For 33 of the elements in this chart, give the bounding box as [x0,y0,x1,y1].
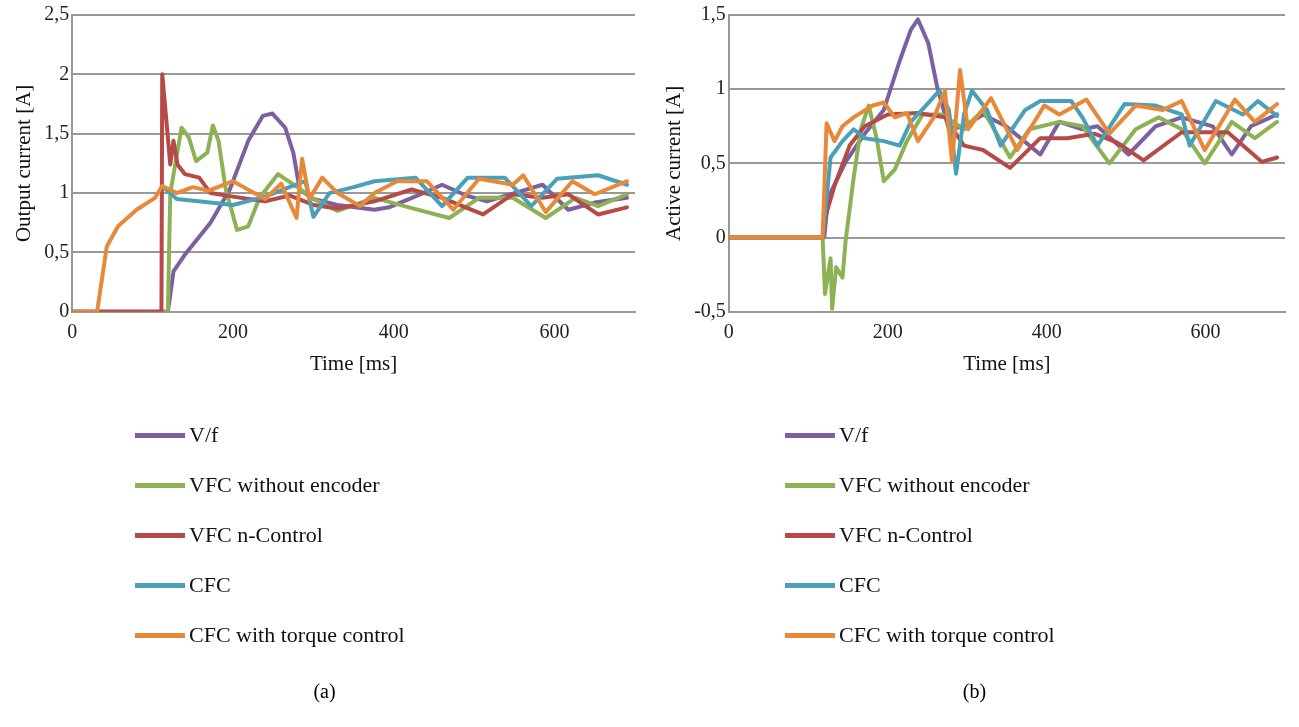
legend-label: VFC without encoder [839,472,1030,498]
legend-label: CFC [839,572,881,598]
x-tick-label: 600 [539,320,570,343]
x-tick-label: 200 [872,320,903,343]
legend-label: V/f [839,422,869,448]
text: (b) [961,680,988,703]
text: (a) [312,680,337,703]
x-tick-label: 600 [1190,320,1221,343]
x-tick-label: 400 [378,320,409,343]
y-tick-label: 1 [715,76,726,99]
y-axis-title: Output current [A] [11,84,36,243]
y-tick-label: 0,5 [44,239,70,262]
y-tick-label: 0 [59,299,70,322]
legend-label: CFC with torque control [839,622,1055,648]
y-tick-label: 1,5 [44,120,70,143]
y-tick-label: 1 [59,180,70,203]
legend-label: VFC without encoder [189,472,380,498]
x-axis-title: Time [ms] [309,350,398,375]
y-tick-label: 2,5 [44,2,70,25]
y-tick-label: 1,5 [700,2,726,25]
y-tick-label: 2 [59,61,70,84]
legend-label: VFC n-Control [189,522,323,548]
y-tick-label: 0,5 [700,150,726,173]
legend-label: CFC with torque control [189,622,405,648]
y-tick-label: 0 [715,224,726,247]
legend-label: VFC n-Control [839,522,973,548]
y-axis-title: Active current [A] [661,85,686,241]
legend-label: V/f [189,422,219,448]
legend-label: CFC [189,572,231,598]
y-tick-label: -0,5 [694,299,726,322]
x-tick-label: 200 [218,320,248,343]
x-tick-label: 400 [1031,320,1062,343]
x-axis-title: Time [ms] [963,350,1051,375]
